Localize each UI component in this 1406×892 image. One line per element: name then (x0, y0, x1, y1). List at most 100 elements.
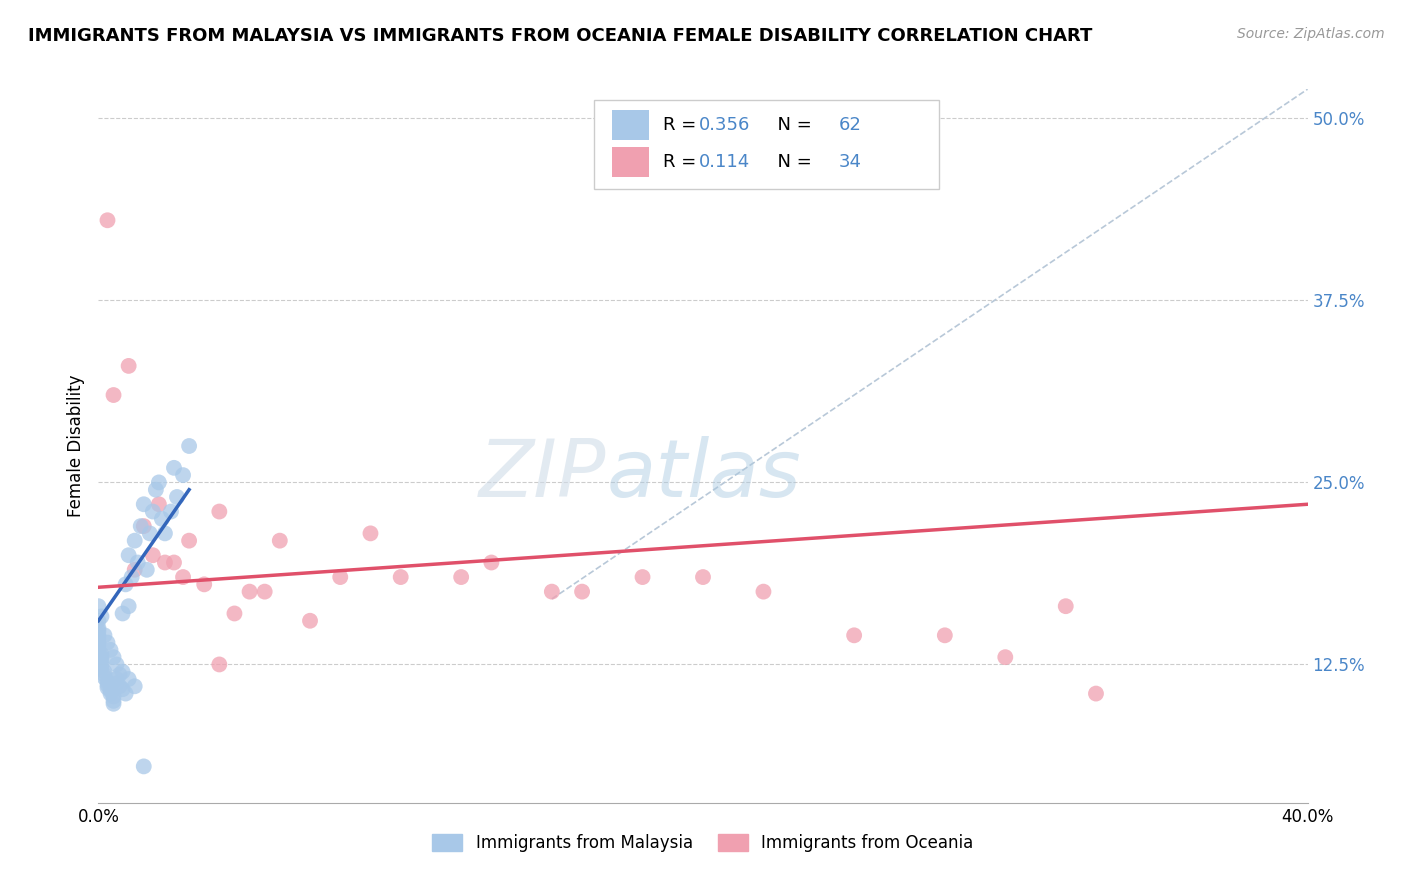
Point (166, 490, 188, 504)
Point (208, 504, 231, 518)
Point (87, 639, 110, 653)
Point (118, 548, 141, 562)
Point (114, 687, 136, 701)
Point (994, 650, 1017, 665)
Point (100, 687, 122, 701)
Point (111, 682, 134, 697)
Point (124, 679, 146, 693)
Point (299, 614, 322, 628)
Point (172, 570, 194, 584)
Point (224, 607, 246, 621)
Point (118, 672, 141, 686)
Point (121, 570, 143, 584)
Point (150, 512, 173, 526)
Text: 34: 34 (838, 153, 862, 171)
Point (132, 497, 155, 511)
Point (1085, 687, 1108, 701)
Point (90, 653, 112, 667)
Point (93, 665, 115, 679)
Point (96, 635, 118, 649)
Point (208, 657, 231, 672)
Point (103, 690, 125, 704)
Point (148, 497, 170, 511)
Point (90, 657, 112, 672)
Point (118, 599, 141, 614)
Text: 0.356: 0.356 (699, 116, 751, 134)
Point (87, 624, 110, 638)
Legend: Immigrants from Malaysia, Immigrants from Oceania: Immigrants from Malaysia, Immigrants fro… (426, 827, 980, 859)
Point (160, 504, 183, 518)
Point (172, 468, 194, 483)
Point (179, 533, 201, 548)
Point (692, 570, 714, 584)
Text: Source: ZipAtlas.com: Source: ZipAtlas.com (1237, 27, 1385, 41)
Point (114, 577, 136, 591)
Text: 0.114: 0.114 (699, 153, 751, 171)
Point (135, 563, 157, 577)
Point (100, 643, 122, 657)
Point (163, 556, 186, 570)
Point (139, 526, 162, 541)
Point (103, 388, 125, 402)
Point (111, 665, 134, 679)
FancyBboxPatch shape (613, 147, 648, 178)
Text: R =: R = (664, 153, 707, 171)
Point (87, 599, 110, 614)
Point (239, 584, 262, 599)
Point (153, 556, 176, 570)
Point (105, 676, 128, 690)
Point (360, 526, 382, 541)
Point (129, 519, 152, 533)
Point (844, 628, 866, 642)
Point (329, 570, 352, 584)
Point (148, 475, 170, 490)
Point (132, 759, 155, 773)
Point (105, 657, 128, 672)
Point (96, 213, 118, 227)
Point (142, 504, 165, 518)
Point (103, 650, 125, 665)
Text: 62: 62 (838, 116, 862, 134)
Point (105, 672, 128, 686)
Point (93, 667, 115, 681)
Point (111, 607, 134, 621)
Text: ZIP: ZIP (479, 435, 606, 514)
Point (481, 556, 503, 570)
Point (96, 681, 118, 695)
Point (127, 556, 149, 570)
Point (118, 359, 141, 373)
Point (631, 570, 654, 584)
FancyBboxPatch shape (595, 100, 939, 189)
Point (93, 671, 115, 685)
Point (108, 679, 131, 693)
Point (1054, 599, 1077, 614)
Point (124, 563, 146, 577)
Text: IMMIGRANTS FROM MALAYSIA VS IMMIGRANTS FROM OCEANIA FEMALE DISABILITY CORRELATIO: IMMIGRANTS FROM MALAYSIA VS IMMIGRANTS F… (28, 27, 1092, 45)
Point (269, 533, 291, 548)
Point (103, 694, 125, 708)
Point (87, 643, 110, 657)
Point (87, 635, 110, 649)
Point (571, 584, 593, 599)
Text: atlas: atlas (606, 435, 801, 514)
Point (87, 632, 110, 646)
Point (450, 570, 472, 584)
Point (752, 584, 775, 599)
Text: N =: N = (766, 153, 817, 171)
Point (93, 628, 115, 642)
Point (87, 628, 110, 642)
Point (540, 584, 562, 599)
Point (124, 533, 146, 548)
FancyBboxPatch shape (613, 110, 648, 139)
Point (132, 519, 155, 533)
Point (163, 460, 186, 475)
Point (142, 548, 165, 562)
Text: R =: R = (664, 116, 702, 134)
Point (87, 621, 110, 635)
Point (90, 660, 112, 674)
Point (108, 667, 131, 681)
Point (253, 584, 276, 599)
Text: N =: N = (766, 116, 817, 134)
Point (145, 483, 167, 497)
Point (96, 678, 118, 692)
